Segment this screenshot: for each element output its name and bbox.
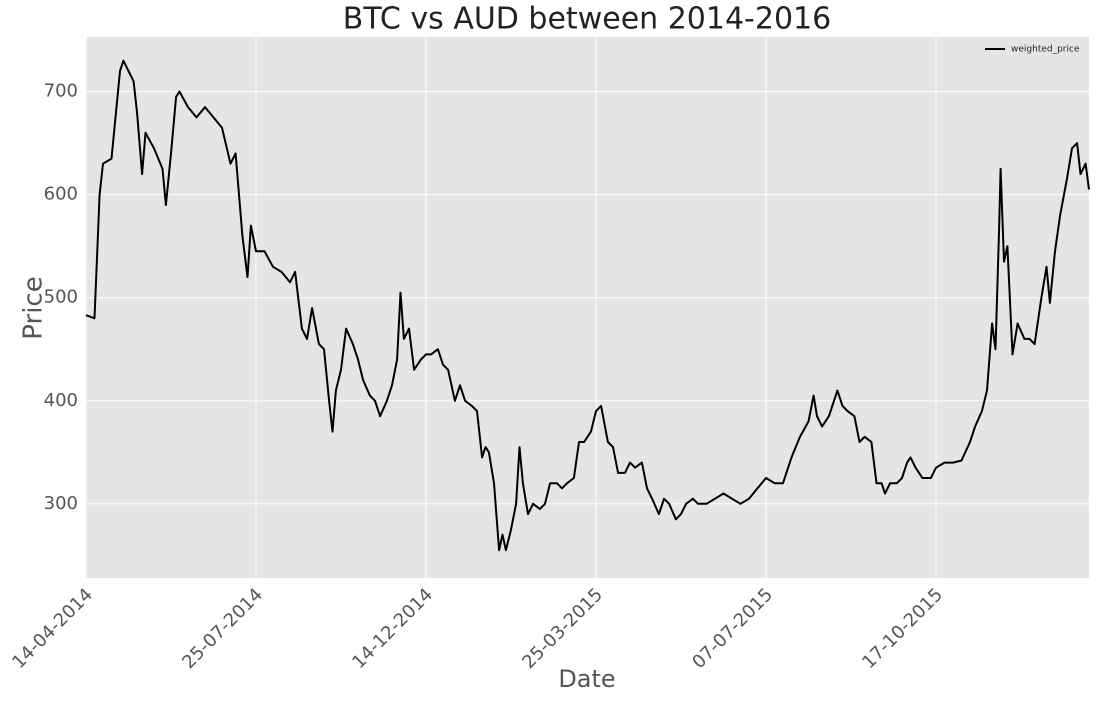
x-tick-label: 25-03-2015: [518, 584, 607, 673]
data-line: [85, 59, 1090, 552]
y-tick-label: 700: [44, 81, 78, 102]
y-tick-label: 600: [44, 184, 78, 205]
x-tick-label: 25-07-2014: [178, 584, 267, 673]
y-tick-label: 300: [44, 493, 78, 514]
plot-area: [86, 37, 1089, 578]
grid: [85, 37, 1089, 578]
chart-title: BTC vs AUD between 2014-2016: [343, 2, 831, 37]
x-tick-label: 17-10-2015: [858, 584, 947, 673]
y-tick-label: 500: [44, 287, 78, 308]
legend-label: weighted_price: [1011, 45, 1080, 55]
lines: [85, 59, 1090, 552]
x-axis-label: Date: [558, 665, 615, 693]
x-tick-label: 14-12-2014: [348, 584, 437, 673]
x-tick-label: 14-04-2014: [8, 584, 97, 673]
y-axis-label: Price: [19, 276, 49, 339]
x-tick-label: 07-07-2015: [688, 584, 777, 673]
y-tick-label: 400: [44, 390, 78, 411]
